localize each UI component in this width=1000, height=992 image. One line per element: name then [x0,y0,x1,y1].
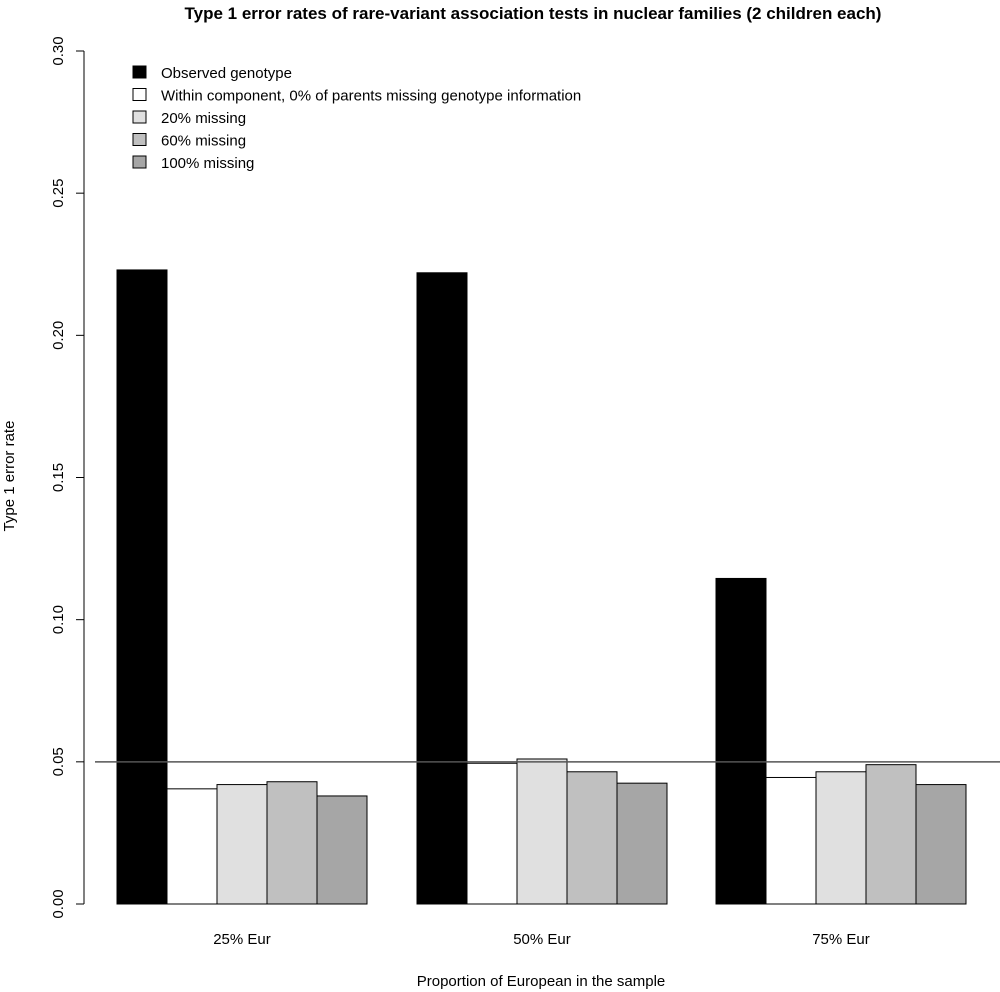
bar [116,269,168,905]
x-axis-label: Proportion of European in the sample [417,973,666,990]
bar [416,272,468,905]
bar [715,577,767,905]
legend-label: Within component, 0% of parents missing … [161,88,581,105]
y-tick-label: 0.00 [50,889,67,918]
y-axis: 0.00 0.05 0.10 0.15 0.20 0.25 0.30 [50,36,85,919]
bar [466,762,518,905]
bar [865,764,917,905]
legend-label: 60% missing [161,133,246,150]
chart-title: Type 1 error rates of rare-variant assoc… [185,4,882,23]
bar [765,776,817,905]
bar [316,795,368,905]
y-tick-label: 0.25 [50,179,67,208]
x-tick-label: 75% Eur [812,931,870,948]
bar [166,788,218,905]
bar [216,784,268,905]
bars-group [116,269,967,905]
y-tick-label: 0.20 [50,321,67,350]
x-tick-labels: 25% Eur 50% Eur 75% Eur [213,931,870,948]
legend-swatch [132,155,147,169]
legend-label: 20% missing [161,110,246,127]
y-axis-label: Type 1 error rate [1,421,18,532]
bar [516,758,568,905]
legend-label: Observed genotype [161,65,292,82]
y-tick-label: 0.05 [50,747,67,776]
bar [915,784,967,905]
x-tick-label: 25% Eur [213,931,271,948]
x-tick-label: 50% Eur [513,931,571,948]
legend: Observed genotype Within component, 0% of… [132,65,581,172]
legend-swatch [132,110,147,124]
bar [266,781,318,905]
legend-swatch [132,88,147,101]
legend-label: 100% missing [161,155,254,172]
legend-swatch [132,133,147,146]
y-tick-label: 0.30 [50,36,67,65]
bar [815,771,867,905]
y-tick-label: 0.10 [50,605,67,634]
bar [566,771,618,905]
y-tick-label: 0.15 [50,463,67,492]
legend-swatch [132,65,147,79]
bar [616,782,668,905]
